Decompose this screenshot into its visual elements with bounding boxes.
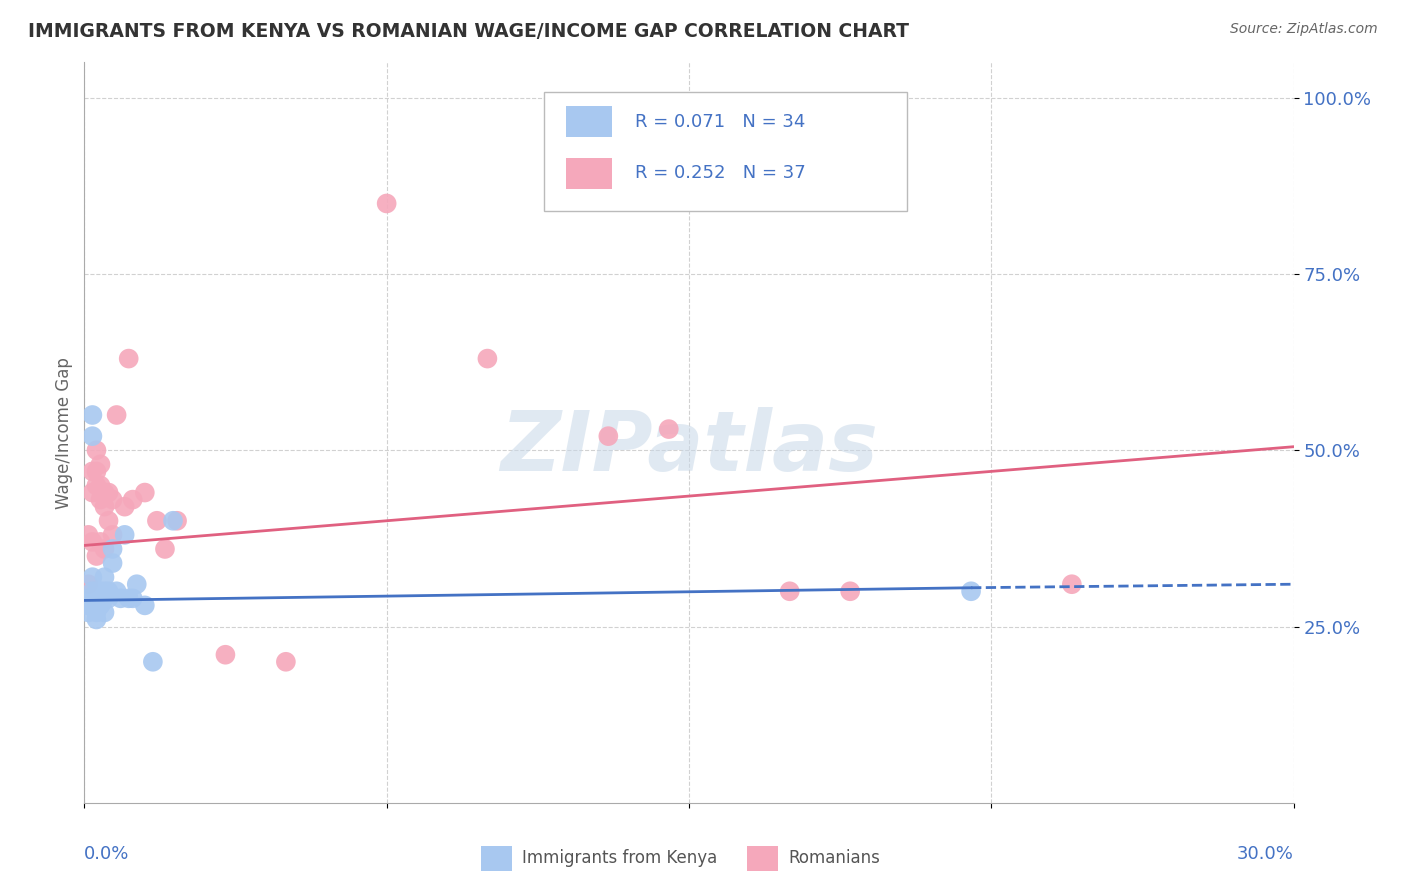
Point: [86, 549, 108, 563]
Point: [82, 584, 104, 599]
Point: [93, 606, 115, 620]
Point: [101, 528, 124, 542]
Point: [93, 584, 115, 599]
Point: [110, 591, 132, 606]
Point: [93, 485, 115, 500]
Point: [839, 584, 862, 599]
Point: [86, 464, 108, 478]
Point: [86, 606, 108, 620]
Point: [93, 591, 115, 606]
Point: [146, 514, 169, 528]
Point: [598, 429, 620, 443]
Point: [101, 556, 124, 570]
Text: IMMIGRANTS FROM KENYA VS ROMANIAN WAGE/INCOME GAP CORRELATION CHART: IMMIGRANTS FROM KENYA VS ROMANIAN WAGE/I…: [28, 22, 910, 41]
Point: [477, 351, 499, 366]
Point: [82, 408, 104, 422]
Point: [89, 599, 111, 613]
Point: [101, 541, 124, 556]
Point: [86, 612, 108, 626]
Point: [77, 599, 100, 613]
Point: [153, 541, 176, 556]
Point: [118, 591, 141, 606]
Point: [82, 464, 104, 478]
Text: Source: ZipAtlas.com: Source: ZipAtlas.com: [1230, 22, 1378, 37]
Point: [1060, 577, 1083, 591]
Point: [125, 577, 148, 591]
Point: [97, 485, 120, 500]
Point: [82, 570, 104, 584]
Text: Romanians: Romanians: [789, 849, 880, 867]
Point: [89, 584, 111, 599]
Point: [86, 599, 108, 613]
Point: [77, 606, 100, 620]
Point: [134, 485, 156, 500]
Point: [89, 591, 111, 606]
Point: [82, 485, 104, 500]
Point: [118, 351, 141, 366]
Point: [97, 584, 120, 599]
Point: [77, 528, 100, 542]
Point: [658, 422, 681, 436]
Point: [89, 492, 111, 507]
Point: [97, 514, 120, 528]
Text: ZIPatlas: ZIPatlas: [501, 407, 877, 488]
Point: [101, 492, 124, 507]
FancyBboxPatch shape: [544, 92, 907, 211]
Point: [86, 584, 108, 599]
Point: [105, 408, 128, 422]
Point: [121, 591, 143, 606]
Text: R = 0.252   N = 37: R = 0.252 N = 37: [634, 164, 806, 183]
Point: [89, 591, 111, 606]
Point: [114, 500, 136, 514]
Point: [134, 599, 156, 613]
Point: [114, 528, 136, 542]
Point: [77, 577, 100, 591]
FancyBboxPatch shape: [747, 846, 779, 871]
Point: [82, 535, 104, 549]
Point: [166, 514, 188, 528]
Point: [105, 584, 128, 599]
Point: [97, 591, 120, 606]
Point: [86, 591, 108, 606]
FancyBboxPatch shape: [565, 158, 612, 189]
Point: [86, 443, 108, 458]
Point: [274, 655, 297, 669]
FancyBboxPatch shape: [481, 846, 512, 871]
Point: [214, 648, 236, 662]
Text: R = 0.071   N = 34: R = 0.071 N = 34: [634, 112, 804, 130]
Point: [89, 535, 111, 549]
Text: Immigrants from Kenya: Immigrants from Kenya: [522, 849, 717, 867]
Point: [89, 458, 111, 472]
Point: [77, 591, 100, 606]
Point: [162, 514, 184, 528]
Point: [142, 655, 165, 669]
Y-axis label: Wage/Income Gap: Wage/Income Gap: [55, 357, 73, 508]
Point: [82, 429, 104, 443]
FancyBboxPatch shape: [565, 106, 612, 137]
Point: [779, 584, 801, 599]
Point: [375, 196, 398, 211]
Point: [93, 500, 115, 514]
Text: 0.0%: 0.0%: [84, 845, 129, 863]
Point: [93, 570, 115, 584]
Point: [89, 478, 111, 492]
Text: 30.0%: 30.0%: [1237, 845, 1294, 863]
Point: [121, 492, 143, 507]
Point: [93, 541, 115, 556]
Point: [86, 478, 108, 492]
Point: [960, 584, 983, 599]
